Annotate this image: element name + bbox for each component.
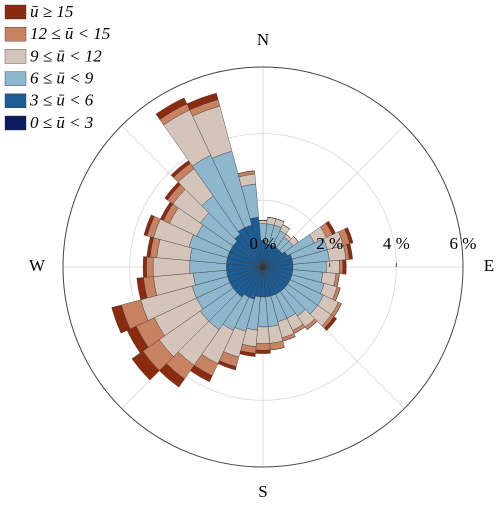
wedge [146, 256, 154, 278]
radial-grid-circle [62, 66, 464, 468]
wedge [136, 277, 148, 301]
wedge [344, 227, 354, 244]
legend-label: ū ≥ 15 [30, 2, 73, 21]
wedge [186, 92, 219, 111]
radial-tick-label: 6 % [450, 234, 477, 253]
legend-label: 9 ≤ ū < 12 [30, 46, 102, 65]
legend-swatch [4, 4, 27, 20]
wedge [255, 343, 271, 351]
wedge [339, 259, 344, 275]
wedge [111, 304, 131, 334]
wedge [256, 326, 270, 344]
wedge [255, 349, 271, 354]
legend-swatch [4, 93, 27, 109]
wedge [325, 260, 340, 274]
wedge [342, 259, 347, 275]
radial-tick-label: 0 % [250, 234, 277, 253]
wedge [131, 350, 160, 381]
legend-label: 3 ≤ ū < 6 [29, 91, 94, 110]
wedge [346, 243, 353, 260]
legend-swatch [4, 49, 27, 64]
wedge [258, 220, 268, 225]
direction-label: N [257, 30, 269, 49]
wedge [142, 256, 147, 278]
legend-label: 12 ≤ ū < 15 [30, 24, 110, 43]
direction-label: S [258, 482, 267, 501]
direction-label: W [29, 256, 46, 275]
radial-tick-label: 4 % [383, 234, 410, 253]
wedge [143, 214, 155, 237]
wedge [324, 316, 338, 331]
direction-label: E [484, 256, 494, 275]
legend-swatch [4, 115, 27, 131]
legend-label: 0 ≤ ū < 3 [30, 113, 93, 132]
legend-swatch [4, 27, 27, 42]
wedge [155, 97, 188, 120]
legend-label: 6 ≤ ū < 9 [30, 69, 94, 88]
legend-swatch [4, 71, 27, 86]
radial-tick-label: 2 % [316, 234, 343, 253]
